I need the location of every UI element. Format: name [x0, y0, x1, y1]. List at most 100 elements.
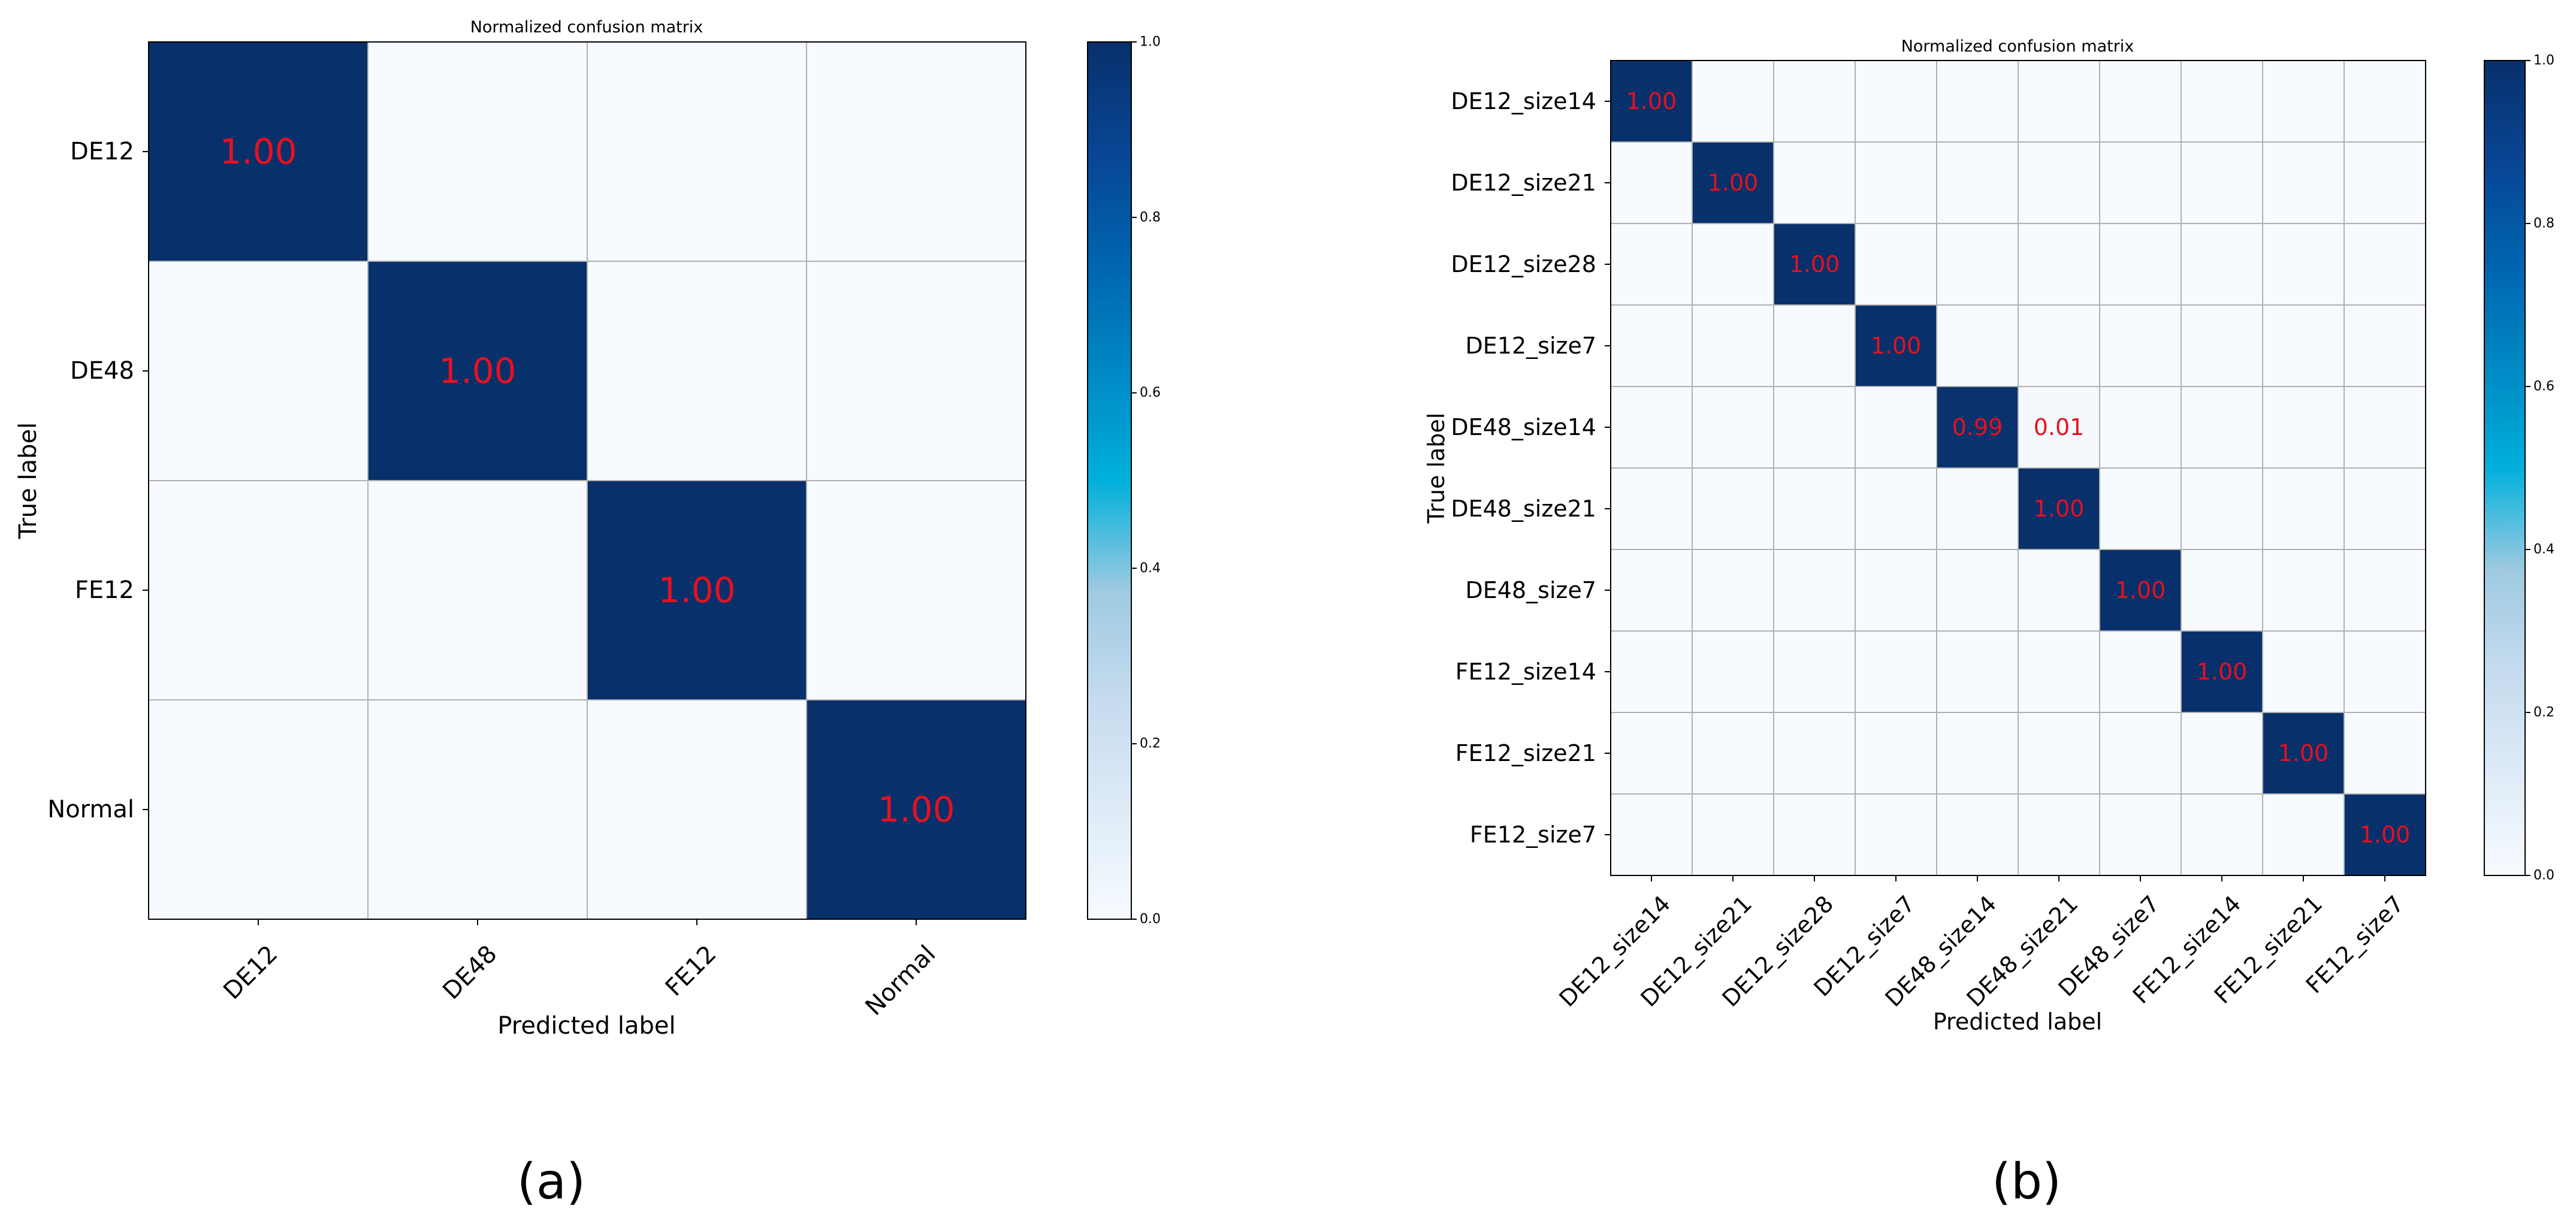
heatmap-cell: [1692, 305, 1774, 387]
heatmap-cell: [2018, 61, 2100, 143]
heatmap-cell: [2100, 712, 2182, 795]
heatmap-cell: [2181, 142, 2263, 224]
heatmap-cell: [2263, 142, 2345, 224]
heatmap-cell: [2100, 224, 2182, 306]
heatmap-cell: [2181, 631, 2263, 713]
heatmap-cell: [1937, 468, 2019, 550]
heatmap-cell: [2100, 142, 2182, 224]
confusion-matrix-a: Normalized confusion matrix 1.001.001.00…: [14, 18, 1161, 1210]
x-tick-label: FE12: [660, 940, 722, 1002]
heatmap-cell: [587, 700, 807, 920]
heatmap-cell: [1855, 386, 1937, 469]
colorbar-tick-label: 1.0: [1140, 35, 1161, 50]
heatmap-cell: [2344, 142, 2426, 224]
colorbar-tick-label: 0.4: [1140, 561, 1161, 576]
x-tick-label: DE48: [437, 940, 502, 1005]
y-tick-labels: DE12_size14 DE12_size21 DE12_size28 DE12_si…: [1451, 88, 1611, 848]
y-axis-label: True label: [14, 422, 42, 539]
heatmap-cell: [2344, 794, 2426, 876]
x-axis-label: Predicted label: [497, 1012, 675, 1040]
heatmap-cell: [1855, 794, 1937, 876]
y-tick-label: FE12: [75, 576, 134, 604]
colorbar-tick-label: 0.0: [2533, 868, 2554, 883]
heatmap-cell: [2100, 386, 2182, 469]
heatmap-cell: [2100, 468, 2182, 550]
colorbar-tick-label: 0.0: [1140, 912, 1161, 927]
heatmap-cell: [1937, 631, 2019, 713]
heatmap-cell: [2263, 549, 2345, 632]
heatmap-cell: [2100, 549, 2182, 632]
colorbar-tick-label: 0.2: [2533, 705, 2554, 720]
cell-value-label: 0.01: [2034, 414, 2085, 440]
heatmap-cell: [2263, 224, 2345, 306]
y-tick-label: DE12_size14: [1451, 88, 1596, 114]
heatmap-cell: [807, 261, 1026, 481]
heatmap-cell: [149, 42, 369, 262]
heatmap-cell: [1692, 468, 1774, 550]
heatmap-cell: [2100, 631, 2182, 713]
cell-value-label: 1.00: [2360, 822, 2411, 848]
colorbar-tick-label: 1.0: [2533, 53, 2554, 68]
heatmap-cell: [1774, 386, 1856, 469]
heatmap-cell: [2181, 386, 2263, 469]
heatmap-cell: [1937, 712, 2019, 795]
y-tick-label: Normal: [47, 796, 134, 823]
x-tick-labels: DE12 DE48 FE12 Normal: [218, 919, 941, 1021]
colorbar-ticks: 0.0 0.2 0.4 0.6 0.8 1.0: [1131, 35, 1161, 927]
heatmap-cell: [2100, 305, 2182, 387]
y-tick-label: DE12_size7: [1466, 333, 1596, 359]
heatmap-cell: [1855, 224, 1937, 306]
x-tick-label: Normal: [860, 940, 941, 1021]
heatmap-cell: [2018, 468, 2100, 550]
heatmap-cell: [2018, 794, 2100, 876]
y-tick-labels: DE12 DE48 FE12 Normal: [47, 138, 149, 823]
heatmap-cell: [587, 261, 807, 481]
heatmap-cell: [2018, 712, 2100, 795]
cell-value-label: 1.00: [1626, 88, 1677, 114]
heatmap-cell: [1774, 549, 1856, 632]
colorbar-tick-label: 0.8: [1140, 210, 1161, 225]
y-tick-label: FE12_size14: [1455, 659, 1596, 685]
heatmap-cell: [2344, 224, 2426, 306]
heatmap-cell: [1611, 712, 1693, 795]
matrix-cells: [149, 42, 1026, 920]
heatmap-cell: [368, 481, 588, 700]
heatmap-cell: [2263, 712, 2345, 795]
cell-value-label: 1.00: [219, 131, 297, 172]
heatmap-cell: [2344, 549, 2426, 632]
heatmap-cell: [2344, 631, 2426, 713]
heatmap-cell: [2181, 794, 2263, 876]
y-tick-label: DE48_size21: [1451, 496, 1596, 522]
cell-value-label: 0.99: [1952, 414, 2003, 440]
heatmap-cell: [2344, 712, 2426, 795]
y-tick-label: DE48: [70, 357, 134, 385]
colorbar: 0.0 0.2 0.4 0.6 0.8 1.0: [1087, 35, 1161, 927]
heatmap-cell: [1937, 549, 2019, 632]
heatmap-cell: [1937, 386, 2019, 469]
heatmap-cell: [2100, 61, 2182, 143]
plot-frame: [1610, 60, 2426, 876]
heatmap-cell: [1611, 142, 1693, 224]
heatmap-cell: [1611, 61, 1693, 143]
heatmap-cell: [368, 700, 588, 920]
heatmap-cell: [1611, 631, 1693, 713]
heatmap-cell: [1692, 224, 1774, 306]
heatmap-cell: [368, 261, 588, 481]
cell-value-label: 1.00: [2034, 496, 2085, 522]
cell-value-label: 1.00: [2115, 577, 2166, 603]
heatmap-cell: [149, 481, 369, 700]
heatmap-cell: [1774, 712, 1856, 795]
heatmap-cell: [1611, 794, 1693, 876]
y-tick-label: DE12: [70, 138, 134, 165]
heatmap-cell: [1937, 305, 2019, 387]
y-tick-label: DE12_size21: [1451, 170, 1596, 196]
cell-annotations: 1.00 1.00 1.00 1.00 0.99 0.01 1.00 1.00 1.00 1.00…: [1626, 88, 2411, 848]
colorbar-gradient: [2484, 60, 2526, 876]
y-tick-label: DE12_size28: [1451, 251, 1596, 277]
colorbar-ticks: 0.0 0.2 0.4 0.6 0.8 1.0: [2525, 53, 2554, 883]
heatmap-cell: [1692, 386, 1774, 469]
matrix-cells: [1611, 61, 2426, 876]
heatmap-cell: [1774, 631, 1856, 713]
heatmap-cell: [1774, 142, 1856, 224]
